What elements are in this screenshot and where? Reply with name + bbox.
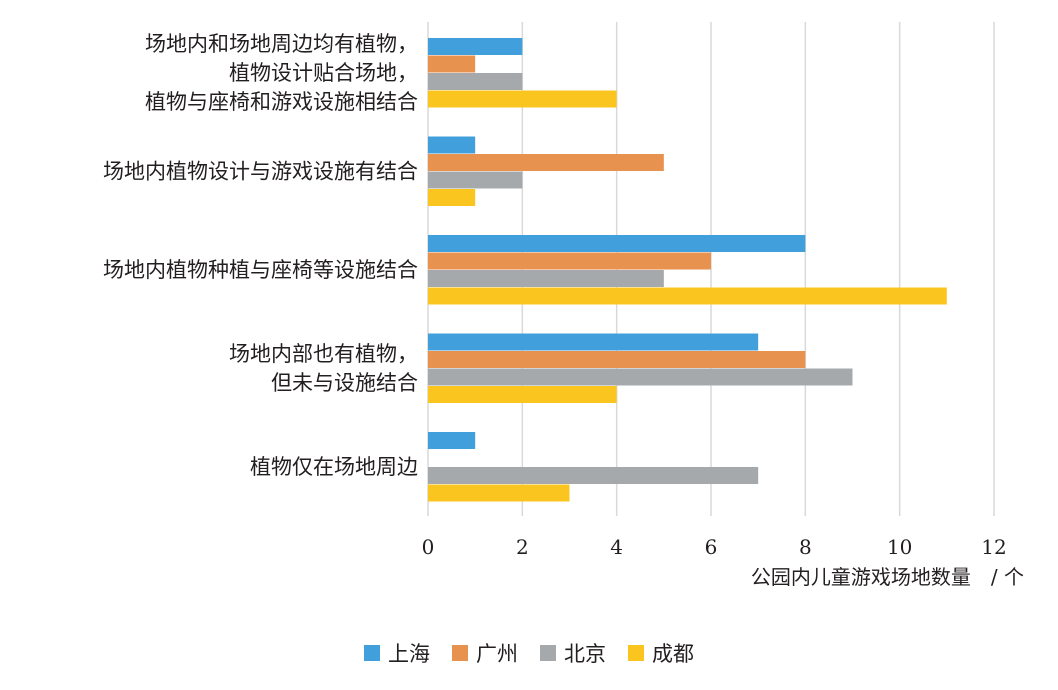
- bar-成都-5: [428, 484, 570, 502]
- legend-swatch: [452, 645, 468, 661]
- category-label: 但未与设施结合: [271, 371, 418, 395]
- x-tick-label: 2: [516, 535, 529, 559]
- category-label: 场地内植物设计与游戏设施有结合: [103, 160, 418, 184]
- legend-label: 上海: [388, 642, 430, 666]
- bar-上海-3: [428, 235, 806, 252]
- legend-item-上海: 上海: [364, 642, 430, 666]
- x-tick-label: 6: [705, 535, 718, 559]
- category-label: 场地内和场地周边均有植物，: [145, 32, 418, 56]
- bar-上海-2: [428, 136, 476, 154]
- bar-上海-1: [428, 38, 523, 55]
- x-tick-label: 0: [422, 535, 435, 559]
- legend-label: 广州: [476, 642, 518, 666]
- bar-北京-2: [428, 171, 523, 189]
- legend-swatch: [364, 645, 380, 661]
- category-label: 植物与座椅和游戏设施相结合: [145, 90, 418, 114]
- bar-广州-3: [428, 252, 711, 270]
- bar-北京-1: [428, 73, 523, 90]
- bar-成都-4: [428, 386, 617, 403]
- legend-label: 成都: [652, 642, 694, 666]
- x-tick-label: 12: [981, 535, 1006, 559]
- bar-上海-5: [428, 432, 476, 449]
- x-tick-label: 8: [799, 535, 812, 559]
- category-labels: 场地内和场地周边均有植物， 植物设计贴合场地， 植物与座椅和游戏设施相结合场地内植物…: [103, 32, 418, 479]
- category-label: 植物设计贴合场地，: [229, 61, 418, 85]
- category-label: 场地内部也有植物，: [229, 342, 418, 366]
- bar-北京-5: [428, 467, 759, 484]
- legend-item-北京: 北京: [540, 642, 606, 666]
- category-label: 植物仅在场地周边: [250, 455, 418, 479]
- bar-北京-4: [428, 368, 853, 386]
- category-label: 场地内植物种植与座椅等设施结合: [103, 258, 418, 282]
- bars: [428, 38, 947, 502]
- legend-item-广州: 广州: [452, 642, 518, 666]
- x-tick-label: 4: [610, 535, 623, 559]
- x-axis-title: 公园内儿童游戏场地数量 / 个: [751, 565, 1024, 589]
- bar-北京-3: [428, 270, 664, 287]
- bar-上海-4: [428, 333, 759, 351]
- bar-广州-1: [428, 55, 476, 73]
- x-tick-labels: 0 2 4 6 8 10 12: [422, 535, 1007, 559]
- x-tick-label: 10: [887, 535, 912, 559]
- bar-广州-2: [428, 154, 664, 171]
- legend-swatch: [540, 645, 556, 661]
- legend-label: 北京: [564, 642, 606, 666]
- bar-成都-1: [428, 90, 617, 108]
- bar-广州-4: [428, 351, 806, 368]
- legend-item-成都: 成都: [628, 642, 694, 666]
- legend: 上海 广州 北京 成都: [364, 642, 694, 666]
- legend-swatch: [628, 645, 644, 661]
- bar-成都-3: [428, 287, 947, 305]
- bar-成都-2: [428, 189, 476, 206]
